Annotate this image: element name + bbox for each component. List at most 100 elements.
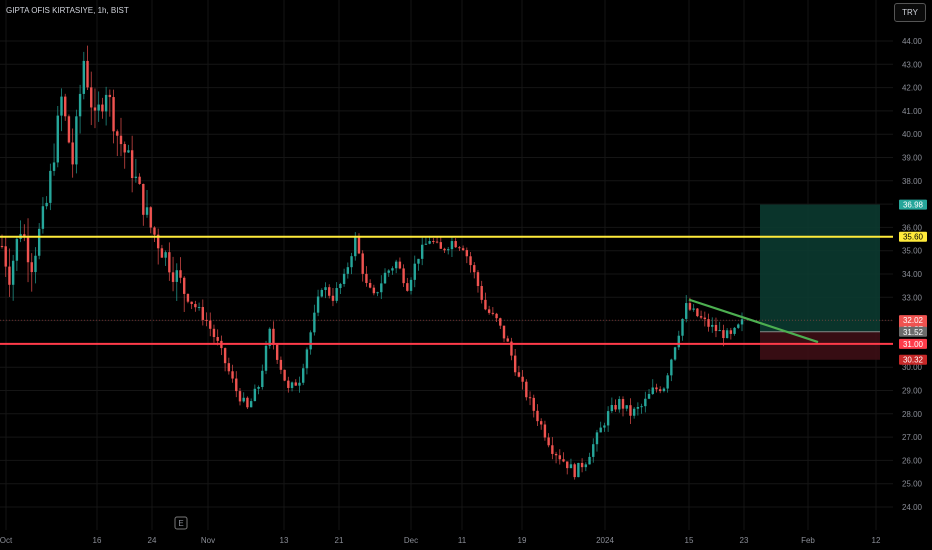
time-tick-label: 16 <box>93 536 102 545</box>
candle-body <box>108 94 112 98</box>
candle-body <box>86 60 89 88</box>
candle-body <box>368 282 372 288</box>
price-tick-label: 43.00 <box>902 60 923 69</box>
candle-body <box>432 241 435 243</box>
candle-body <box>56 115 59 163</box>
candle-body <box>580 462 584 468</box>
candle-body <box>562 459 565 462</box>
symbol-title[interactable]: GIPTA OFIS KIRTASIYE, 1h, BIST <box>6 6 129 15</box>
candle-body <box>696 308 699 317</box>
price-tick-label: 26.00 <box>902 456 923 465</box>
candle-body <box>130 150 134 179</box>
candle-body <box>417 258 420 264</box>
candle-body <box>714 324 718 332</box>
candle-body <box>435 241 439 243</box>
candle-body <box>104 94 108 112</box>
candle-body <box>551 445 554 454</box>
candle-body <box>737 324 740 328</box>
candle-body <box>242 397 245 402</box>
candle-body <box>52 162 56 171</box>
candle-body <box>34 255 37 273</box>
price-tag <box>899 338 927 349</box>
candle-body <box>632 408 636 416</box>
candle-body <box>268 328 271 346</box>
candle-body <box>725 330 729 339</box>
candle-body <box>171 272 175 282</box>
candle-body <box>685 303 688 319</box>
candle-body <box>223 348 227 364</box>
candle-body <box>406 283 409 291</box>
candle-body <box>231 371 234 379</box>
price-tag-value: 31.52 <box>903 328 924 337</box>
candle-body <box>394 261 398 269</box>
candle-body <box>361 253 364 274</box>
currency-button[interactable]: TRY <box>894 3 926 22</box>
candle-body <box>153 227 156 235</box>
candle-body <box>595 432 599 445</box>
candle-body <box>194 304 197 308</box>
candle-body <box>123 144 126 153</box>
price-tick-label: 35.00 <box>902 247 923 256</box>
candle-body <box>324 287 327 290</box>
candle-body <box>673 347 677 360</box>
candle-body <box>64 96 67 117</box>
candle-body <box>101 104 104 112</box>
candle-body <box>235 378 238 392</box>
candle-body <box>525 381 528 398</box>
candle-body <box>569 464 573 469</box>
candle-body <box>610 405 614 412</box>
candle-body <box>491 312 495 314</box>
candle-body <box>201 307 205 320</box>
candle-body <box>316 296 320 313</box>
candle-body <box>480 286 483 300</box>
candle-body <box>461 248 465 251</box>
candle-body <box>621 399 625 409</box>
candle-body <box>424 243 428 245</box>
candle-body <box>421 244 424 259</box>
loss-zone <box>760 331 880 360</box>
candle-body <box>350 256 353 268</box>
candle-body <box>398 261 402 269</box>
candle-body <box>175 270 178 282</box>
candle-body <box>26 237 30 263</box>
candle-body <box>547 437 550 446</box>
candle-body <box>186 293 190 302</box>
candle-body <box>209 320 212 329</box>
candle-body <box>78 93 82 117</box>
candle-body <box>309 332 312 350</box>
candle-body <box>227 363 231 372</box>
candle-body <box>655 387 658 390</box>
candle-body <box>197 307 201 309</box>
candle-body <box>365 273 368 283</box>
candle-body <box>733 327 736 334</box>
candle-body <box>145 207 149 215</box>
price-tick-label: 25.00 <box>902 480 923 489</box>
candle-body <box>342 273 346 284</box>
candle-body <box>391 268 394 271</box>
candle-body <box>658 389 662 392</box>
candle-body <box>402 268 405 284</box>
candle-body <box>335 288 338 301</box>
candle-body <box>554 453 558 456</box>
candle-body <box>383 272 387 284</box>
candle-body <box>473 265 476 273</box>
price-axis[interactable]: 44.0043.0042.0041.0040.0039.0038.0037.00… <box>902 37 923 512</box>
candle-body <box>75 116 78 165</box>
candle-body <box>4 246 7 267</box>
candle-body <box>729 330 733 334</box>
candle-body <box>294 382 297 386</box>
candle-body <box>179 270 182 278</box>
candle-body <box>510 341 513 356</box>
time-axis[interactable]: Oct 16 24 Nov 13 21 Dec 11 19 2024 15 23 Feb 12 E <box>0 516 881 545</box>
time-tick-label: 21 <box>335 536 344 545</box>
candle-body <box>287 380 290 388</box>
time-tick-label: 23 <box>740 536 749 545</box>
candle-body <box>216 337 219 341</box>
price-tick-label: 29.00 <box>902 387 923 396</box>
candle-body <box>517 372 521 377</box>
candle-body <box>283 369 286 381</box>
candle-body <box>577 462 580 478</box>
candle-body <box>183 277 186 294</box>
earnings-marker <box>174 516 188 530</box>
